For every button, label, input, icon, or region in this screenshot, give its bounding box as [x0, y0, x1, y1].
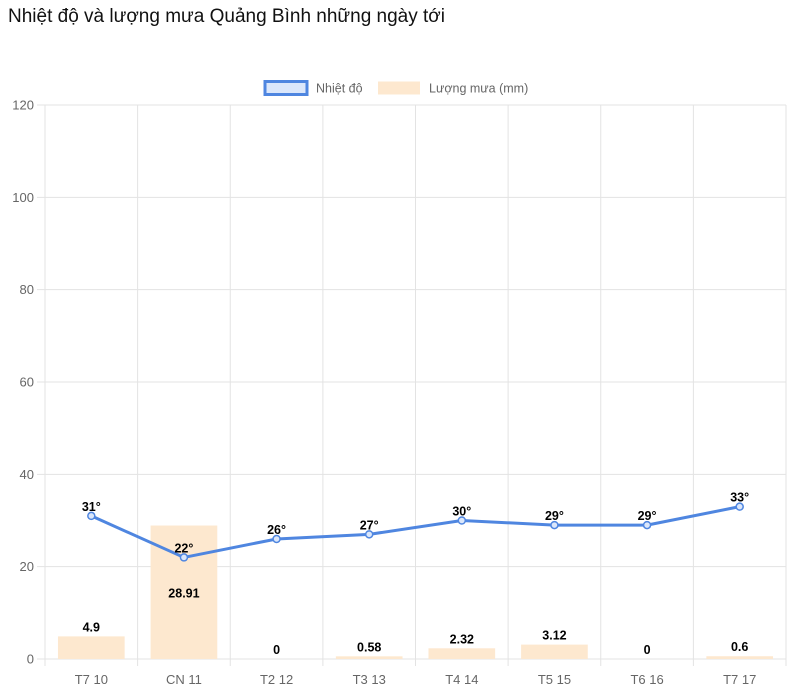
rain-data-label: 28.91 [168, 586, 199, 600]
legend-swatch-rain[interactable] [378, 81, 420, 95]
temperature-point[interactable] [179, 553, 189, 562]
temperature-data-label: 31° [82, 500, 101, 514]
x-tick-label: T7 10 [75, 672, 108, 687]
rain-data-label: 4.9 [83, 620, 100, 634]
rain-bar[interactable] [521, 644, 588, 659]
y-tick-label: 0 [27, 652, 34, 667]
temperature-point[interactable] [735, 502, 744, 511]
rain-data-label: 0.6 [731, 640, 748, 654]
rain-data-label: 0 [644, 643, 651, 657]
rain-data-label: 3.12 [542, 629, 566, 643]
x-tick-label: T6 16 [630, 672, 663, 687]
temperature-point[interactable] [272, 534, 281, 544]
legend-label-rain: Lượng mưa (mm) [429, 82, 528, 96]
rain-data-label: 2.32 [450, 632, 474, 646]
rain-bar[interactable] [428, 648, 496, 659]
temperature-data-label: 26° [267, 523, 286, 537]
temperature-point[interactable] [457, 516, 467, 525]
x-tick-label: CN 11 [166, 672, 202, 687]
temperature-point[interactable] [364, 530, 374, 539]
x-tick-label: T7 17 [723, 672, 756, 687]
rain-data-label: 0.58 [357, 640, 381, 654]
legend-swatch-temperature[interactable] [263, 80, 309, 96]
temperature-point[interactable] [642, 520, 652, 530]
y-tick-label: 80 [20, 282, 34, 297]
rain-bar[interactable] [706, 656, 774, 659]
temperature-data-label: 30° [452, 505, 471, 519]
rain-bar[interactable] [57, 636, 125, 659]
x-tick-label: T2 12 [260, 672, 293, 687]
x-tick-label: T5 15 [538, 672, 571, 687]
x-tick-label: T4 14 [445, 672, 478, 687]
temperature-data-label: 33° [730, 491, 749, 505]
temperature-point[interactable] [87, 511, 96, 521]
y-tick-label: 120 [12, 98, 34, 113]
temperature-data-label: 29° [638, 509, 657, 523]
chart-title: Nhiệt độ và lượng mưa Quảng Bình những n… [8, 6, 445, 27]
temperature-data-label: 22° [174, 541, 193, 555]
temperature-line [90, 505, 740, 559]
x-tick-label: T3 13 [353, 672, 386, 687]
y-tick-label: 20 [20, 559, 34, 574]
y-tick-label: 100 [12, 190, 34, 205]
temperature-data-label: 27° [360, 518, 379, 532]
rain-data-label: 0 [273, 643, 280, 657]
y-tick-label: 40 [20, 467, 34, 482]
rain-bar[interactable] [335, 656, 403, 659]
temperature-data-label: 29° [545, 509, 564, 523]
y-tick-label: 60 [20, 375, 34, 390]
temperature-point[interactable] [550, 520, 559, 530]
legend-label-temperature: Nhiệt độ [316, 82, 363, 96]
